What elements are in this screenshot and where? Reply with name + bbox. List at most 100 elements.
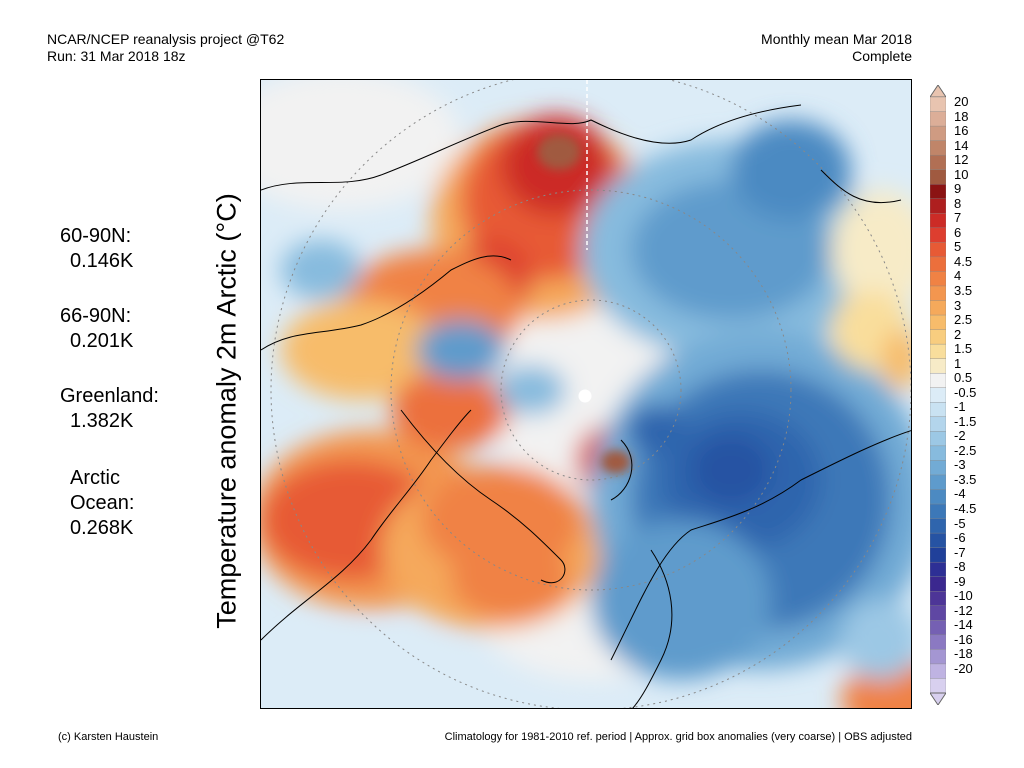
colorbar-segment	[930, 125, 946, 142]
colorbar-label: 20	[954, 94, 969, 109]
colorbar-segment	[930, 154, 946, 171]
colorbar-segment	[930, 198, 946, 214]
colorbar-segment	[930, 532, 946, 549]
stat-label: 66-90N:	[60, 305, 132, 327]
colorbar-label: -20	[954, 660, 973, 676]
colorbar-segment	[930, 184, 946, 200]
colorbar-label: 10	[954, 166, 969, 182]
footer-note: Climatology for 1981-2010 ref. period | …	[444, 731, 912, 743]
colorbar-label: -1	[954, 399, 966, 415]
colorbar-label: 16	[954, 123, 969, 139]
colorbar	[930, 85, 946, 705]
graticule	[270, 80, 911, 708]
stat-value: 0.146K	[70, 250, 134, 272]
colorbar-label: 4	[954, 268, 962, 284]
colorbar-segment	[930, 431, 946, 447]
colorbar-label: -3.5	[954, 471, 977, 487]
colorbar-segment	[930, 140, 946, 156]
colorbar-label: -3	[954, 457, 966, 473]
colorbar-label: 0.5	[954, 370, 973, 386]
source-title: NCAR/NCEP reanalysis project @T62	[47, 31, 285, 47]
colorbar-label: 2.5	[954, 312, 973, 328]
colorbar-arrow-top	[930, 85, 946, 98]
colorbar-segment	[930, 358, 946, 374]
colorbar-segment	[930, 300, 946, 316]
colorbar-segment	[930, 111, 946, 127]
colorbar-segment	[930, 387, 946, 403]
colorbar-label: -1.5	[954, 413, 977, 429]
colorbar-segment	[930, 576, 946, 592]
stat-label: 60-90N:	[60, 225, 132, 247]
colorbar-segment	[930, 547, 946, 563]
colorbar-segment	[930, 503, 946, 520]
colorbar-label: 9	[954, 181, 962, 197]
stat-arctic-ocean: Arctic Ocean: 0.268K	[60, 466, 134, 541]
colorbar-label: 5	[954, 239, 962, 255]
stat-greenland: Greenland: 1.382K	[60, 384, 159, 434]
stat-value: 0.201K	[70, 330, 134, 352]
colorbar-segment	[930, 96, 946, 113]
colorbar-label: -12	[954, 602, 973, 618]
colorbar-label: 2	[954, 326, 962, 342]
colorbar-segment	[930, 678, 946, 694]
colorbar-label: 14	[954, 137, 969, 153]
colorbar-segment	[930, 649, 946, 665]
colorbar-segment	[930, 242, 946, 258]
colorbar-label: 12	[954, 152, 969, 168]
colorbar-label: -4	[954, 486, 966, 502]
colorbar-segment	[930, 460, 946, 476]
colorbar-segment	[930, 213, 946, 229]
colorbar-segment	[930, 663, 946, 680]
coastlines	[261, 104, 911, 708]
colorbar-label: 6	[954, 224, 962, 240]
colorbar-segment	[930, 169, 946, 185]
colorbar-segment	[930, 343, 946, 360]
stat-60-90n: 60-90N: 0.146K	[60, 224, 133, 274]
colorbar-label: -4.5	[954, 501, 977, 517]
colorbar-label: 7	[954, 210, 962, 226]
period-title: Monthly mean Mar 2018	[761, 31, 912, 47]
colorbar-segment	[930, 256, 946, 273]
colorbar-label: -2	[954, 428, 966, 444]
colorbar-segment	[930, 561, 946, 578]
colorbar-label: -6	[954, 530, 966, 546]
colorbar-label: 3.5	[954, 282, 973, 298]
stat-label: Greenland:	[60, 385, 159, 407]
colorbar-label: -9	[954, 573, 966, 589]
colorbar-segment	[930, 227, 946, 243]
colorbar-label: 8	[954, 195, 962, 211]
axis-title: Temperature anomaly 2m Arctic (°C)	[211, 193, 242, 629]
stat-label: Arctic	[70, 467, 120, 489]
colorbar-label: 4.5	[954, 253, 973, 269]
colorbar-label: -5	[954, 515, 966, 531]
colorbar-label: -0.5	[954, 384, 977, 400]
colorbar-segment	[930, 329, 946, 345]
colorbar-segment	[930, 518, 946, 534]
header-right: Monthly mean Mar 2018 Complete	[761, 31, 912, 65]
run-time: Run: 31 Mar 2018 18z	[47, 48, 186, 64]
colorbar-label: 18	[954, 108, 969, 124]
colorbar-segment	[930, 402, 946, 418]
colorbar-segment	[930, 372, 946, 389]
anomaly-map	[260, 79, 912, 709]
colorbar-segment	[930, 314, 946, 331]
status-label: Complete	[852, 48, 912, 64]
colorbar-segment	[930, 605, 946, 621]
pole-marker	[578, 389, 592, 403]
colorbar-segment	[930, 474, 946, 491]
anomaly-field	[261, 80, 911, 708]
colorbar-label: 3	[954, 297, 962, 313]
colorbar-label: -8	[954, 559, 966, 575]
colorbar-segment	[930, 416, 946, 432]
header-left: NCAR/NCEP reanalysis project @T62 Run: 3…	[47, 31, 284, 65]
colorbar-segment	[930, 634, 946, 650]
stat-value: 0.268K	[70, 517, 134, 539]
credit: (c) Karsten Haustein	[58, 731, 159, 743]
colorbar-segment	[930, 445, 946, 462]
stat-66-90n: 66-90N: 0.201K	[60, 304, 133, 354]
colorbar-segment	[930, 271, 946, 287]
colorbar-label: 1	[954, 355, 962, 371]
stat-value: 1.382K	[70, 410, 134, 432]
anomaly-peaks	[537, 134, 631, 474]
colorbar-label: -10	[954, 588, 973, 604]
